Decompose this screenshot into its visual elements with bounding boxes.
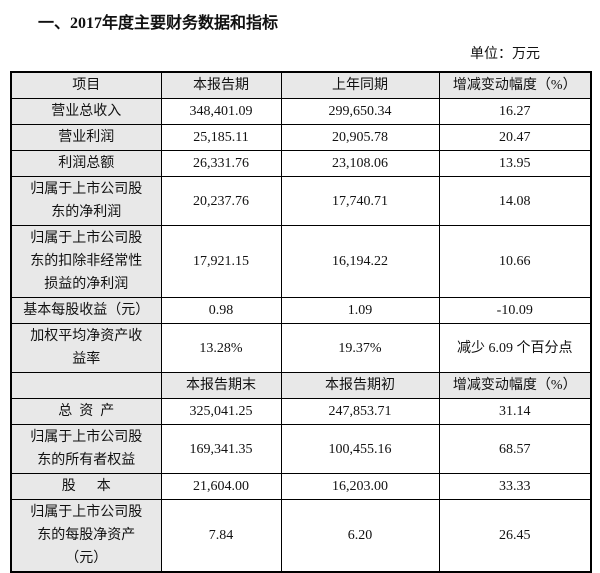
- table-header-row: 项目 本报告期 上年同期 增减变动幅度（%）: [10, 71, 592, 99]
- value-cell: 减少 6.09 个百分点: [438, 323, 592, 373]
- value-cell: 26.45: [438, 499, 592, 573]
- row-label-cell: 归属于上市公司股 东的扣除非经常性 损益的净利润: [10, 225, 162, 298]
- value-cell: 348,401.09: [160, 98, 282, 125]
- value-cell: 25,185.11: [160, 124, 282, 151]
- column-header-prior-period: 上年同期: [280, 71, 440, 99]
- value-cell: 17,921.15: [160, 225, 282, 298]
- financial-table: 项目 本报告期 上年同期 增减变动幅度（%） 营业总收入 348,401.09 …: [10, 71, 592, 573]
- value-cell: -10.09: [438, 297, 592, 324]
- value-cell: 0.98: [160, 297, 282, 324]
- value-cell: 16.27: [438, 98, 592, 125]
- value-cell: 17,740.71: [280, 176, 440, 226]
- row-label-cell: 股 本: [10, 473, 162, 500]
- unit-label: 单位：万元: [470, 47, 540, 62]
- table-subheader-row: 本报告期末 本报告期初 增减变动幅度（%）: [10, 372, 592, 399]
- table-row: 归属于上市公司股 东的净利润 20,237.76 17,740.71 14.08: [10, 176, 592, 226]
- table-row: 归属于上市公司股 东的每股净资产 （元） 7.84 6.20 26.45: [10, 499, 592, 573]
- value-cell: 23,108.06: [280, 150, 440, 177]
- value-cell: 299,650.34: [280, 98, 440, 125]
- column-header-change-rate: 增减变动幅度（%）: [438, 71, 592, 99]
- column-header-period-start: 本报告期初: [280, 372, 440, 399]
- value-cell: 16,203.00: [280, 473, 440, 500]
- value-cell: 20.47: [438, 124, 592, 151]
- table-row: 营业利润 25,185.11 20,905.78 20.47: [10, 124, 592, 151]
- column-header-current-period: 本报告期: [160, 71, 282, 99]
- value-cell: 26,331.76: [160, 150, 282, 177]
- value-cell: 20,905.78: [280, 124, 440, 151]
- table-row: 归属于上市公司股 东的扣除非经常性 损益的净利润 17,921.15 16,19…: [10, 225, 592, 298]
- page-title: 一、2017年度主要财务数据和指标: [38, 15, 279, 32]
- table-row: 加权平均净资产收 益率 13.28% 19.37% 减少 6.09 个百分点: [10, 323, 592, 373]
- row-label-cell: 归属于上市公司股 东的每股净资产 （元）: [10, 499, 162, 573]
- value-cell: 16,194.22: [280, 225, 440, 298]
- value-cell: 247,853.71: [280, 398, 440, 425]
- column-header-period-end: 本报告期末: [160, 372, 282, 399]
- table-row: 总 资 产 325,041.25 247,853.71 31.14: [10, 398, 592, 425]
- table-row: 基本每股收益（元） 0.98 1.09 -10.09: [10, 297, 592, 324]
- column-header-change-rate: 增减变动幅度（%）: [438, 372, 592, 399]
- value-cell: 7.84: [160, 499, 282, 573]
- table-row: 利润总额 26,331.76 23,108.06 13.95: [10, 150, 592, 177]
- value-cell: 13.95: [438, 150, 592, 177]
- row-label-cell: 总 资 产: [10, 398, 162, 425]
- value-cell: 68.57: [438, 424, 592, 474]
- value-cell: 169,341.35: [160, 424, 282, 474]
- row-label-cell: 营业利润: [10, 124, 162, 151]
- value-cell: 10.66: [438, 225, 592, 298]
- value-cell: 20,237.76: [160, 176, 282, 226]
- report-page: { "page": { "title": "一、2017年度主要财务数据和指标"…: [0, 9, 600, 573]
- value-cell: 33.33: [438, 473, 592, 500]
- value-cell: 14.08: [438, 176, 592, 226]
- table-row: 营业总收入 348,401.09 299,650.34 16.27: [10, 98, 592, 125]
- value-cell: 6.20: [280, 499, 440, 573]
- row-label-cell: 营业总收入: [10, 98, 162, 125]
- subheader-empty-cell: [10, 372, 162, 399]
- row-label-cell: 归属于上市公司股 东的所有者权益: [10, 424, 162, 474]
- row-label-cell: 加权平均净资产收 益率: [10, 323, 162, 373]
- value-cell: 325,041.25: [160, 398, 282, 425]
- value-cell: 31.14: [438, 398, 592, 425]
- value-cell: 100,455.16: [280, 424, 440, 474]
- value-cell: 21,604.00: [160, 473, 282, 500]
- row-label-cell: 归属于上市公司股 东的净利润: [10, 176, 162, 226]
- row-label-cell: 基本每股收益（元）: [10, 297, 162, 324]
- value-cell: 19.37%: [280, 323, 440, 373]
- column-header-item: 项目: [10, 71, 162, 99]
- value-cell: 13.28%: [160, 323, 282, 373]
- value-cell: 1.09: [280, 297, 440, 324]
- table-row: 归属于上市公司股 东的所有者权益 169,341.35 100,455.16 6…: [10, 424, 592, 474]
- row-label-cell: 利润总额: [10, 150, 162, 177]
- table-row: 股 本 21,604.00 16,203.00 33.33: [10, 473, 592, 500]
